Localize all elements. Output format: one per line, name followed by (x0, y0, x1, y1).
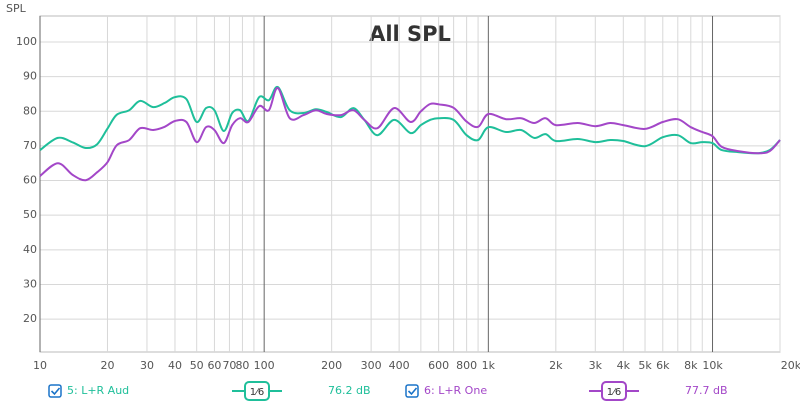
y-tick-label: 30 (23, 277, 37, 290)
x-tick-label: 200 (321, 359, 342, 372)
x-tick-label: 4k (617, 359, 631, 372)
y-tick-label: 20 (23, 312, 37, 325)
y-tick-label: 80 (23, 104, 37, 117)
y-tick-label: 100 (16, 35, 37, 48)
x-tick-label: 80 (235, 359, 249, 372)
y-tick-label: 90 (23, 70, 37, 83)
x-tick-label: 2k (549, 359, 563, 372)
legend-item: 5: L+R Aud 1⁄6 76.2 dB (48, 381, 371, 401)
x-tick-label: 70 (222, 359, 236, 372)
x-tick-label: 40 (168, 359, 182, 372)
x-tick-label: 100 (254, 359, 275, 372)
y-tick-label: 50 (23, 208, 37, 221)
x-tick-label: 5k (638, 359, 652, 372)
legend-item: 6: L+R One 1⁄6 77.7 dB (405, 381, 728, 401)
x-tick-label: 6k (656, 359, 670, 372)
x-tick-label: 3k (589, 359, 603, 372)
x-tick-label: 1k (482, 359, 496, 372)
plot-area (39, 15, 781, 353)
x-tick-label: 400 (389, 359, 410, 372)
x-tick-label: 600 (428, 359, 449, 372)
series-line (39, 86, 781, 182)
y-tick-label: 70 (23, 139, 37, 152)
x-tick-label: 300 (361, 359, 382, 372)
x-tick-label: 30 (140, 359, 154, 372)
x-tick-label: 20 (100, 359, 114, 372)
y-axis-label: SPL (6, 2, 27, 15)
series-line (39, 85, 781, 155)
x-tick-label: 8k (684, 359, 698, 372)
checkbox[interactable] (48, 384, 62, 398)
legend-label: 6: L+R One (424, 384, 487, 397)
smoothing-label: 1⁄6 (607, 387, 621, 398)
level-label: 77.7 dB (685, 384, 728, 397)
y-tick-label: 60 (23, 174, 37, 187)
legend-label: 5: L+R Aud (67, 384, 129, 397)
y-tick-label: 40 (23, 243, 37, 256)
x-tick-label: 10k (702, 359, 723, 372)
smoothing-label: 1⁄6 (250, 387, 264, 398)
checkbox[interactable] (405, 384, 419, 398)
x-tick-label: 800 (456, 359, 477, 372)
checkmark (407, 387, 418, 396)
x-tick-label: 10 (33, 359, 47, 372)
level-label: 76.2 dB (328, 384, 371, 397)
x-tick-label: 20kHz (781, 359, 800, 372)
x-tick-label: 50 (190, 359, 204, 372)
smoothing-box[interactable] (244, 381, 270, 401)
x-tick-label: 60 (207, 359, 221, 372)
smoothing-box[interactable] (601, 381, 627, 401)
checkmark (50, 387, 61, 396)
